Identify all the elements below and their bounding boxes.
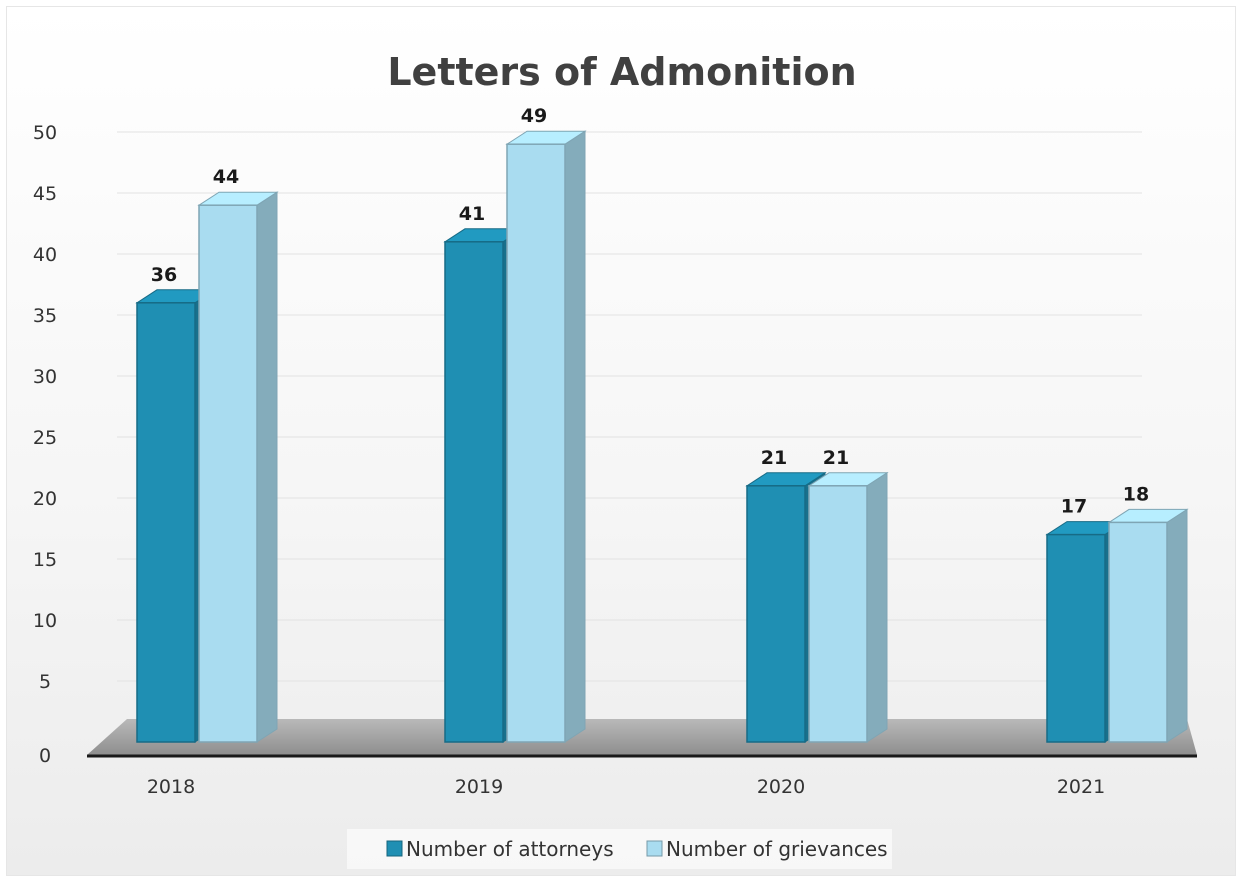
data-label: 21 — [823, 447, 849, 469]
bar-front — [506, 143, 566, 743]
data-label: 21 — [761, 447, 787, 469]
x-axis-categories: 2018 2019 2020 2021 — [147, 776, 1105, 798]
y-tick-label: 15 — [33, 549, 57, 571]
floor-plane — [87, 719, 1197, 755]
bar-front — [1046, 533, 1106, 743]
bars — [135, 130, 1189, 743]
legend-box — [347, 829, 892, 869]
y-tick-label: 50 — [33, 122, 57, 144]
legend-label: Number of grievances — [666, 837, 888, 861]
data-label: 41 — [459, 203, 485, 225]
x-category-label: 2019 — [455, 776, 503, 798]
y-tick-label: 10 — [33, 610, 57, 632]
legend-swatch — [386, 840, 403, 857]
x-category-label: 2018 — [147, 776, 195, 798]
data-label: 44 — [213, 166, 239, 188]
x-category-label: 2021 — [1057, 776, 1105, 798]
bar-grievances-2020 — [807, 471, 889, 743]
x-category-label: 2020 — [757, 776, 805, 798]
bar-side — [866, 471, 888, 743]
bar-side — [1166, 508, 1188, 743]
bar-grievances-2021 — [1107, 508, 1189, 743]
y-tick-label: 0 — [39, 745, 51, 767]
y-tick-label: 30 — [33, 366, 57, 388]
y-tick-label: 35 — [33, 305, 57, 327]
bar-grievances-2018 — [197, 191, 279, 743]
data-labels: 36 44 41 49 21 21 17 18 — [151, 105, 1149, 517]
data-label: 49 — [521, 105, 547, 127]
bar-front — [808, 485, 868, 743]
bar-front — [444, 241, 504, 743]
bar-front — [746, 485, 806, 743]
y-tick-label: 20 — [33, 488, 57, 510]
bar-grievances-2019 — [505, 130, 587, 743]
legend-swatch — [646, 840, 663, 857]
legend: Number of attorneys Number of grievances — [347, 829, 892, 869]
bar-side — [564, 130, 586, 743]
chart-floor — [87, 719, 1197, 758]
bar-side — [256, 191, 278, 743]
data-label: 36 — [151, 264, 177, 286]
bar-front — [136, 302, 196, 743]
y-tick-label: 5 — [39, 671, 51, 693]
y-axis-ticks: 0 5 10 15 20 25 30 35 40 45 50 — [33, 122, 57, 767]
chart-frame: Letters of Admonition 0 5 10 15 20 25 30 35 40 45… — [6, 6, 1236, 876]
y-tick-label: 40 — [33, 244, 57, 266]
bar-front — [1108, 521, 1168, 743]
bar-chart: Letters of Admonition 0 5 10 15 20 25 30 35 40 45… — [33, 50, 1197, 869]
chart-title: Letters of Admonition — [387, 50, 856, 94]
gridlines — [117, 131, 1142, 682]
y-tick-label: 45 — [33, 183, 57, 205]
y-tick-label: 25 — [33, 427, 57, 449]
legend-label: Number of attorneys — [406, 837, 614, 861]
bar-front — [198, 204, 258, 743]
data-label: 18 — [1123, 483, 1149, 505]
data-label: 17 — [1061, 496, 1087, 518]
